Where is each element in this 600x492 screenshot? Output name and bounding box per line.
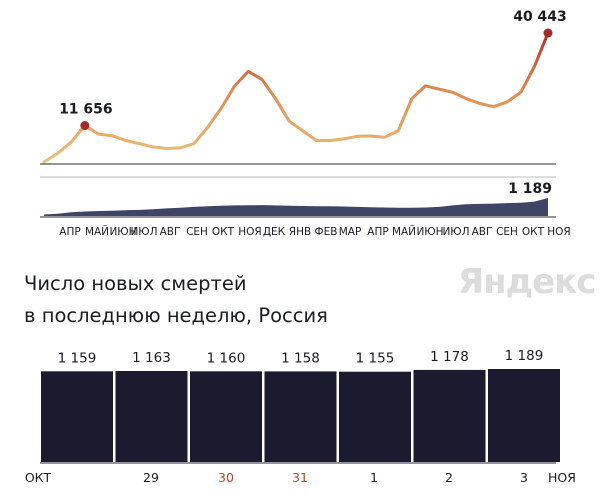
month-label: СЕН	[496, 226, 518, 238]
month-label: АПР	[59, 226, 80, 238]
bar	[41, 371, 113, 462]
deaths-area	[44, 198, 548, 216]
month-label: МАР	[339, 226, 362, 238]
bar-value-label: 1 163	[132, 350, 171, 366]
month-label: ДЕК	[263, 226, 286, 238]
month-label: ИЮН	[416, 226, 443, 238]
deaths-latest-label: 1 189	[508, 181, 552, 197]
cases-line	[42, 31, 550, 164]
bar-tick-label: 31	[292, 470, 308, 485]
bar	[190, 371, 262, 462]
bar-tick-label: НОЯ	[548, 470, 576, 485]
month-label: ЯНВ	[289, 226, 311, 238]
bar-value-label: 1 158	[281, 350, 320, 366]
month-label: АВГ	[472, 226, 493, 238]
cases-line-chart: 11 656 40 443	[40, 9, 567, 165]
bar-value-label: 1 155	[356, 351, 395, 367]
bar-value-label: 1 159	[58, 350, 97, 366]
bar-tick-label: 30	[218, 470, 234, 485]
peak-label: 11 656	[59, 102, 113, 118]
peak-label: 40 443	[513, 9, 567, 25]
peak-dot	[80, 121, 90, 131]
month-label: НОЯ	[547, 226, 570, 238]
bar	[413, 369, 486, 462]
bar	[115, 371, 188, 462]
month-label: МАЙ	[392, 225, 416, 238]
bar	[488, 369, 560, 462]
month-label: ОКТ	[212, 226, 235, 238]
chart-title: Число новых смертей в последнюю неделю, …	[24, 268, 328, 332]
bar-value-label: 1 160	[207, 350, 246, 366]
month-label: ОКТ	[522, 226, 545, 238]
bar	[264, 371, 337, 462]
title-line-1: Число новых смертей	[24, 272, 247, 295]
month-label: АПР	[367, 226, 388, 238]
month-label: ФЕВ	[315, 226, 338, 238]
weekly-deaths-bar-chart: 1 159 1 163 1 160 1 158 1 155 1 178 1 189 ОКТ 29…	[25, 348, 576, 485]
month-label: ИЮН	[109, 226, 136, 238]
bar-tick-label: 1	[370, 470, 378, 485]
bar-tick-label: 29	[143, 470, 159, 485]
month-label: МАЙ	[85, 225, 109, 238]
bar-value-label: 1 189	[505, 348, 544, 364]
bar-tick-label: 2	[445, 470, 453, 485]
month-label: ИЮЛ	[130, 226, 157, 238]
month-label: ИЮЛ	[442, 226, 469, 238]
month-label: АВГ	[160, 226, 181, 238]
peak-dot	[543, 28, 553, 38]
title-line-2: в последнюю неделю, Россия	[24, 304, 328, 327]
bar	[339, 371, 411, 462]
month-label: СЕН	[186, 226, 208, 238]
brand-logo: Яндекс	[458, 262, 596, 302]
month-label: НОЯ	[238, 226, 261, 238]
deaths-area-chart: 1 189	[40, 176, 556, 218]
bar-tick-label: ОКТ	[25, 470, 52, 485]
bar-tick-label: 3	[520, 470, 528, 485]
bar-value-label: 1 178	[430, 349, 469, 365]
